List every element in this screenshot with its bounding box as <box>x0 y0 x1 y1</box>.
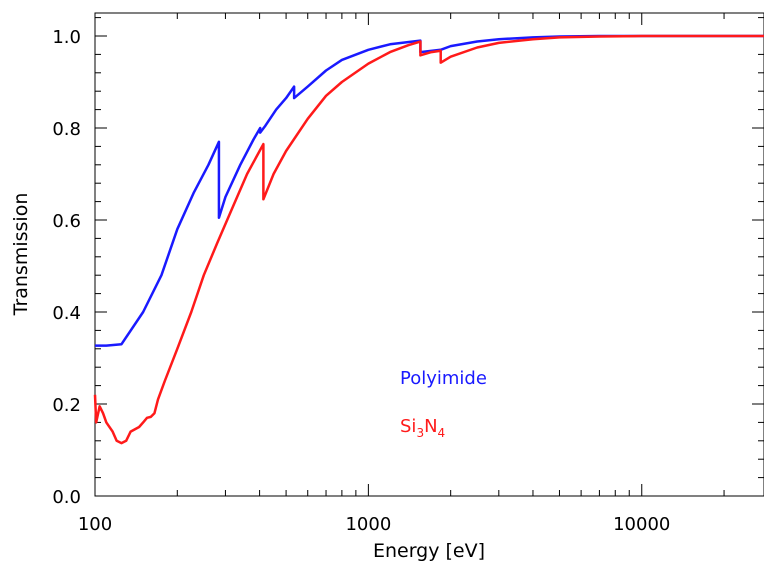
x-tick-label: 10000 <box>613 514 670 535</box>
legend-si3n4-si: Si <box>400 416 416 437</box>
legend-si3n4-n: N <box>424 416 437 437</box>
legend-polyimide: Polyimide <box>400 368 487 389</box>
legend-si3n4-sub3: 3 <box>416 426 424 440</box>
series-line-polyimide <box>95 34 764 347</box>
legend-si3n4: Si3N4 <box>400 416 445 440</box>
y-tick-label: 0.4 <box>52 303 81 324</box>
y-axis-title: Transmission <box>10 193 32 317</box>
series-layer <box>93 34 764 445</box>
y-tick-label: 0.8 <box>52 119 81 140</box>
y-tick-label: 1.0 <box>52 27 81 48</box>
x-tick-label: 1000 <box>345 514 391 535</box>
axis-ticks <box>94 13 764 497</box>
y-tick-label: 0.0 <box>52 487 81 508</box>
x-tick-label: 100 <box>78 514 112 535</box>
y-tick-label: 0.2 <box>52 395 81 416</box>
axis-tick-labels: 0.0 0.2 0.4 0.6 0.8 1.0 100 1000 10000 <box>52 27 670 535</box>
y-tick-label: 0.6 <box>52 211 81 232</box>
legend-si3n4-sub4: 4 <box>438 426 446 440</box>
series-line-si3n4 <box>93 34 764 445</box>
plot-frame <box>94 12 764 497</box>
x-axis-title: Energy [eV] <box>373 540 485 562</box>
